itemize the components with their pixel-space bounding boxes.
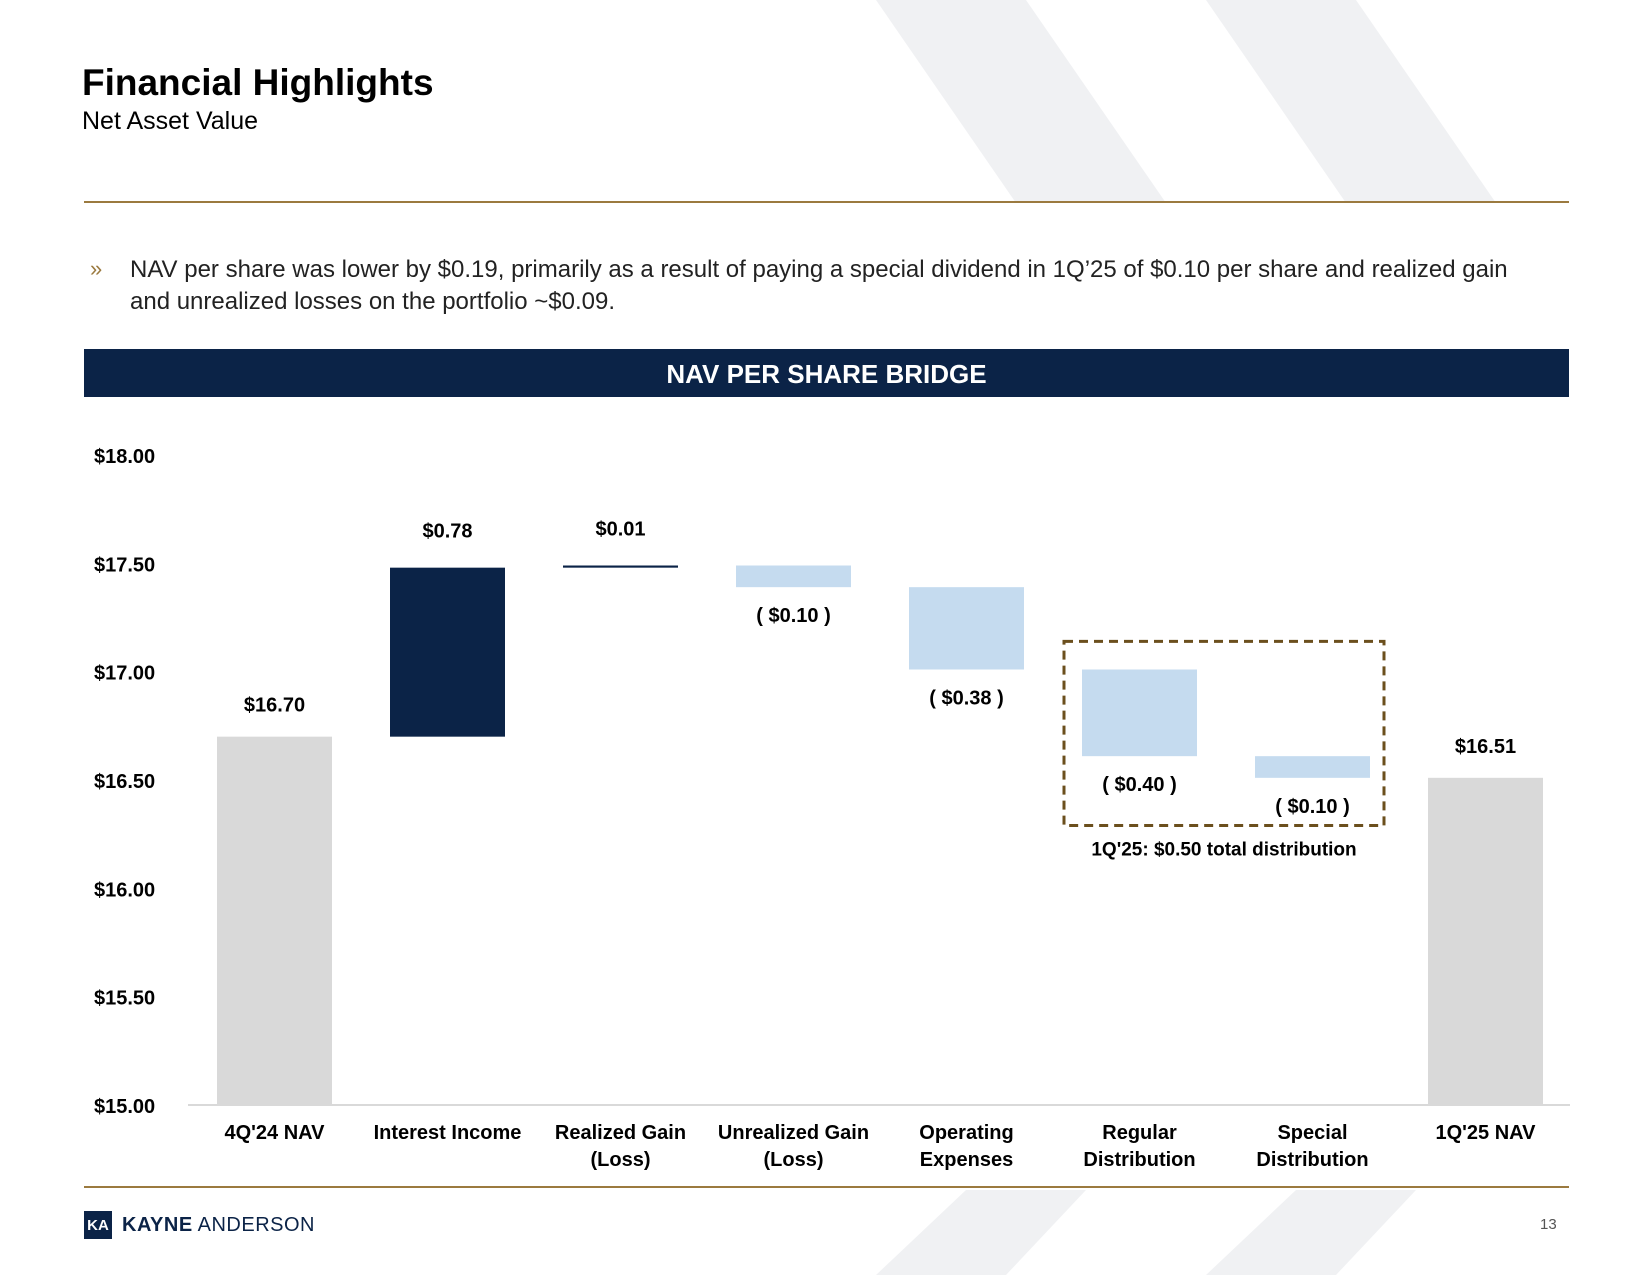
y-tick-label: $17.50 [94, 554, 155, 576]
bar-4q-24-nav [217, 736, 332, 1105]
bar-regular-distribution [1082, 669, 1197, 757]
page-title: Financial Highlights [82, 62, 434, 103]
y-tick-label: $16.50 [94, 771, 155, 793]
x-tick-label: Regular [1102, 1122, 1177, 1144]
y-tick-label: $17.00 [94, 663, 155, 685]
bar-1q-25-nav [1428, 777, 1543, 1105]
x-tick-label: 1Q'25 NAV [1436, 1122, 1537, 1144]
y-tick-label: $15.50 [94, 988, 155, 1010]
bullet-marker: » [90, 256, 103, 281]
nav-bridge-chart: $15.00 $15.50 $16.00 $16.50 $17.00 $17.50 $18.… [94, 446, 1570, 1171]
data-label: ( $0.40 ) [1102, 774, 1176, 796]
bullet-text: NAV per share was lower by $0.19, primar… [130, 256, 1508, 315]
bar-interest-income [390, 567, 505, 737]
data-label: $0.01 [595, 519, 645, 541]
data-label: $16.51 [1455, 736, 1516, 758]
x-tick-label: (Loss) [591, 1149, 651, 1171]
data-label: ( $0.10 ) [756, 605, 830, 627]
logo-text-light: ANDERSON [192, 1213, 315, 1236]
distribution-highlight-box [1062, 639, 1386, 827]
bar-operating-expenses [909, 587, 1024, 670]
y-tick-label: $18.00 [94, 446, 155, 468]
stripe-top-2 [1206, 0, 1496, 203]
x-tick-label: Distribution [1256, 1149, 1368, 1171]
x-tick-label: Realized Gain [555, 1122, 686, 1144]
x-tick-label: (Loss) [764, 1149, 824, 1171]
x-tick-label: Distribution [1083, 1149, 1195, 1171]
data-label: $16.70 [244, 695, 305, 717]
x-tick-label: Unrealized Gain [718, 1122, 869, 1144]
data-label: $0.78 [422, 521, 472, 543]
y-tick-label: $15.00 [94, 1096, 155, 1118]
x-tick-label: Special [1277, 1122, 1347, 1144]
bar-special-distribution [1255, 756, 1370, 778]
logo-text-bold: KAYNE [122, 1213, 193, 1236]
distribution-annotation: 1Q'25: $0.50 total distribution [1091, 840, 1356, 861]
stripe-top-1 [876, 0, 1166, 203]
y-tick-label: $16.00 [94, 879, 155, 901]
company-logo: KA KAYNE ANDERSON [84, 1211, 315, 1239]
x-tick-label: Operating [919, 1122, 1013, 1144]
data-label: ( $0.38 ) [929, 688, 1003, 710]
x-tick-label: Expenses [920, 1149, 1013, 1171]
bar-realized-gain-loss- [563, 565, 678, 568]
bar-unrealized-gain-loss- [736, 565, 851, 588]
summary-bullet: » NAV per share was lower by $0.19, prim… [90, 254, 1530, 318]
page-number: 13 [1540, 1216, 1557, 1233]
x-tick-label: 4Q'24 NAV [225, 1122, 326, 1144]
data-label: ( $0.10 ) [1275, 796, 1349, 818]
logo-mark-icon: KA [84, 1211, 112, 1239]
header-divider [84, 201, 1569, 203]
chart-banner: NAV PER SHARE BRIDGE [84, 349, 1569, 397]
page-subtitle: Net Asset Value [82, 107, 259, 135]
footer-divider [84, 1186, 1569, 1188]
x-tick-label: Interest Income [374, 1122, 522, 1144]
stripe-bottom-1 [876, 1190, 1086, 1275]
stripe-bottom-2 [1206, 1190, 1416, 1275]
